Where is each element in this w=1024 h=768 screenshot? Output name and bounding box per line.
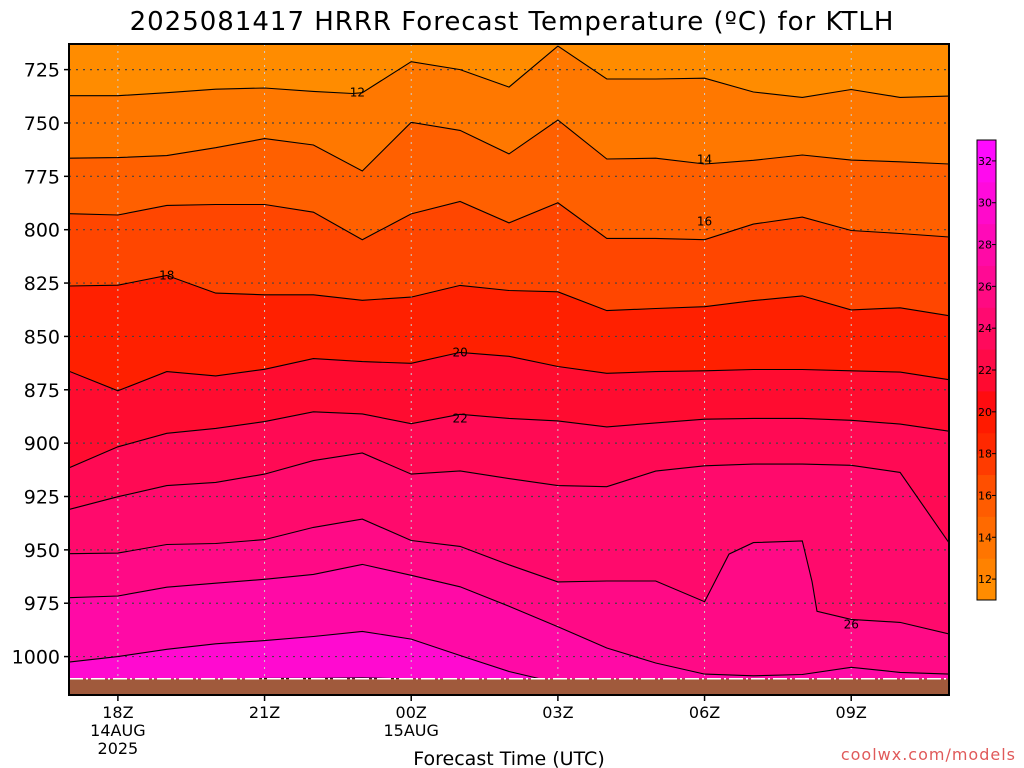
y-tick-label-900: 900 xyxy=(24,433,60,455)
colorbar-band-20 xyxy=(977,390,996,413)
pressure-axis: 725 750 775 800 825 850 875 900 925 950 975 1000 xyxy=(12,60,69,669)
contour-line-23 xyxy=(69,452,949,544)
contour-line-14 xyxy=(69,119,949,172)
colorbar-band-15 xyxy=(977,495,996,517)
contour-label-26: 26 xyxy=(844,618,859,632)
x-tick-date-18Z: 14AUG xyxy=(90,721,145,740)
colorbar-band-23 xyxy=(977,328,996,350)
colorbar-band-16 xyxy=(977,474,996,496)
x-tick-date-00Z: 15AUG xyxy=(384,721,439,740)
colorbar-tick-label-32: 32 xyxy=(978,155,992,168)
x-tick-label-00Z: 00Z xyxy=(396,703,427,722)
contour-lines xyxy=(69,45,949,685)
colorbar-tick-label-18: 18 xyxy=(978,448,992,461)
y-tick-label-1000: 1000 xyxy=(12,647,60,669)
colorbar-tick-label-12: 12 xyxy=(978,573,992,586)
plot-frame xyxy=(68,43,950,696)
colorbar-tick-label-26: 26 xyxy=(978,280,992,293)
colorbar-band-12 xyxy=(977,558,996,580)
colorbar-band-26 xyxy=(977,265,996,287)
y-tick-label-975: 975 xyxy=(24,593,60,615)
colorbar-tick-label-16: 16 xyxy=(978,489,992,502)
contour-line-18 xyxy=(69,274,949,317)
contour-line-12 xyxy=(69,45,949,98)
y-tick-label-825: 825 xyxy=(24,273,60,295)
y-tick-label-925: 925 xyxy=(24,486,60,508)
colorbar-band-31 xyxy=(977,160,996,183)
contour-label-12: 12 xyxy=(350,86,365,100)
colorbar-tick-label-24: 24 xyxy=(978,322,992,335)
y-tick-label-875: 875 xyxy=(24,380,60,402)
colorbar-band-11 xyxy=(977,579,996,601)
ground-surface xyxy=(69,678,949,695)
x-tick-label-09Z: 09Z xyxy=(836,703,867,722)
colorbar-band-22 xyxy=(977,349,996,371)
colorbar-band-13 xyxy=(977,537,996,559)
colorbar-band-32 xyxy=(977,140,996,162)
contour-labels: 12 14 16 18 20 22 26 xyxy=(159,86,859,632)
contour-line-24 xyxy=(69,518,949,635)
colorbar-tick-label-30: 30 xyxy=(978,197,992,210)
x-tick-year-18Z: 2025 xyxy=(98,739,139,758)
chart-title: 2025081417 HRRR Forecast Temperature (ºC… xyxy=(130,7,895,37)
x-tick-label-03Z: 03Z xyxy=(542,703,573,722)
x-tick-label-21Z: 21Z xyxy=(249,703,280,722)
colorbar-band-24 xyxy=(977,307,996,329)
colorbar-band-14 xyxy=(977,516,996,538)
y-tick-label-950: 950 xyxy=(24,540,60,562)
colorbar-band-30 xyxy=(977,181,996,204)
colorbar-band-29 xyxy=(977,202,996,225)
y-tick-label-725: 725 xyxy=(24,60,60,82)
x-tick-label-06Z: 06Z xyxy=(689,703,720,722)
contour-label-18: 18 xyxy=(159,269,174,283)
y-tick-label-850: 850 xyxy=(24,326,60,348)
x-tick-label-18Z: 18Z xyxy=(102,703,133,722)
colorbar-band-25 xyxy=(977,286,996,308)
contour-label-22: 22 xyxy=(452,412,467,426)
colorbar-band-21 xyxy=(977,370,996,392)
y-tick-label-750: 750 xyxy=(24,113,60,135)
contour-label-16: 16 xyxy=(697,215,712,229)
contour-line-25 xyxy=(69,563,949,677)
colorbar-tick-label-14: 14 xyxy=(978,531,992,544)
contour-line-20 xyxy=(69,351,949,392)
contour-line-22 xyxy=(69,411,949,469)
colorbar-band-28 xyxy=(977,223,996,246)
colorbar-band-19 xyxy=(977,411,996,434)
contour-line-26 xyxy=(69,630,559,684)
colorbar-band-17 xyxy=(977,453,996,476)
contour-line-16 xyxy=(69,200,949,241)
credit-link[interactable]: coolwx.com/models xyxy=(841,745,1016,764)
x-axis-label: Forecast Time (UTC) xyxy=(413,748,604,768)
colorbar-tick-label-28: 28 xyxy=(978,239,992,252)
colorbar-band-27 xyxy=(977,244,996,266)
contour-label-14: 14 xyxy=(697,153,712,167)
colorbar: 12 14 16 18 20 22 24 26 28 30 32 xyxy=(976,139,997,601)
y-tick-label-775: 775 xyxy=(24,166,60,188)
contour-label-20: 20 xyxy=(452,345,467,359)
colorbar-tick-label-20: 20 xyxy=(978,406,992,419)
plot-area: 12 14 16 18 20 22 26 xyxy=(68,43,950,696)
y-tick-label-800: 800 xyxy=(24,220,60,242)
colorbar-tick-label-22: 22 xyxy=(978,364,992,377)
colorbar-band-18 xyxy=(977,432,996,455)
